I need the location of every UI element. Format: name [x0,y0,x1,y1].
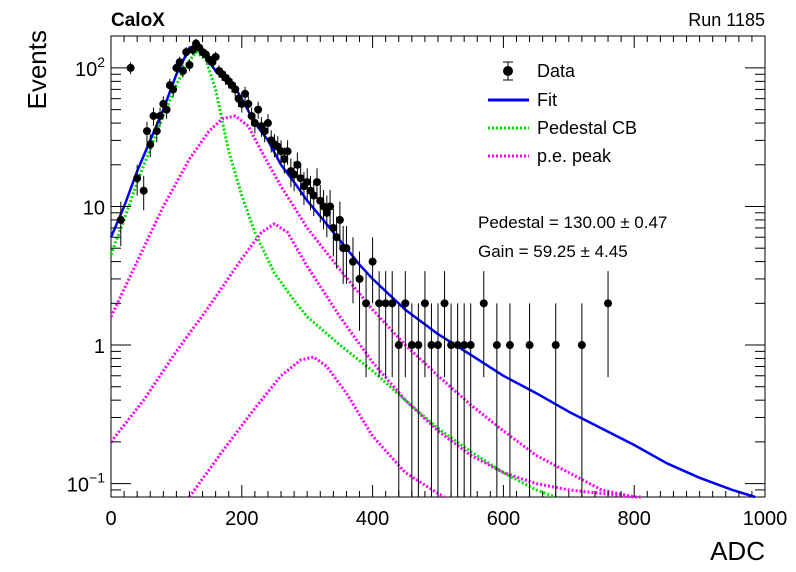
x-tick-label: 0 [105,508,116,530]
data-point [152,127,161,136]
curve-p-e-peak-3 [188,355,446,499]
data-point [313,178,322,187]
data-point [375,299,384,308]
data-point [211,52,220,61]
data-point [447,341,456,350]
data-point [326,202,335,211]
data-point [604,299,613,308]
data-point [247,111,256,120]
x-tick-label: 200 [225,508,258,530]
data-point [263,119,272,128]
data-point [492,341,501,350]
data-point [182,48,191,57]
y-axis-label: Events [22,30,52,110]
data-point [368,257,377,266]
data-point [178,67,187,76]
data-point [329,223,338,232]
data-point [142,127,151,136]
data-point [407,341,416,350]
data-point [551,341,560,350]
legend-marker-data [503,66,513,76]
data-point [149,111,158,120]
data-point [342,244,351,253]
data-point [401,299,410,308]
y-tick-label: 10−1 [67,470,105,497]
data-point [162,105,171,114]
y-tick-label: 102 [75,54,105,81]
annotation-pedestal: Pedestal = 130.00 ± 0.47 [478,213,667,232]
data-point [169,85,178,94]
data-point [355,274,364,283]
data-point [388,299,397,308]
data-point [362,299,371,308]
legend-label-pedestal: Pedestal CB [537,118,637,138]
x-tick-label: 800 [618,508,651,530]
data-point [290,170,299,179]
data-point [348,257,357,266]
data-point [241,89,250,98]
data-point [296,174,305,183]
data-point [414,341,423,350]
data-point [319,202,328,211]
legend-entry-fit: Fit [488,90,557,110]
data-point [434,341,442,350]
legend-label-fit: Fit [537,90,557,110]
data-point [525,341,534,350]
data-point [381,299,390,308]
data-point [156,111,165,120]
curve-pedestal-cb [109,50,557,499]
data-point [332,233,341,242]
header-left: CaloX [111,10,165,31]
data-point [309,191,318,200]
data-point [237,99,246,108]
data-point [277,147,286,156]
data-point [577,341,586,350]
header-right: Run 1185 [688,10,765,30]
data-point [303,178,312,187]
data-point [420,299,429,308]
data-point [479,299,488,308]
y-tick-label: 1 [94,336,105,358]
data-point [283,147,292,156]
data-point [335,215,344,224]
annotation-gain: Gain = 59.25 ± 4.45 [478,242,628,261]
data-point [188,45,197,54]
data-points [116,38,613,497]
data-point [466,341,475,350]
data-point [175,58,184,67]
data-point [139,186,148,195]
data-point [394,341,403,350]
data-point [244,99,253,108]
x-tick-label: 600 [487,508,520,530]
data-point [440,299,449,308]
x-axis-label: ADC [710,536,765,566]
data-point [293,160,302,169]
x-tick-label: 1000 [743,508,788,530]
data-point [146,140,155,149]
data-point [250,119,259,128]
data-point [453,341,462,350]
legend-entry-pedestal: Pedestal CB [488,118,637,138]
curve-p-e-peak-1 [109,114,641,499]
data-point [260,127,269,136]
legend-entry-pe-peak: p.e. peak [488,146,612,166]
curve-p-e-peak-2 [109,222,635,499]
y-tick-label: 10 [83,197,105,219]
data-point [185,60,194,69]
legend-entry-data: Data [503,61,576,81]
data-point [280,155,289,164]
data-point [322,208,331,217]
data-point [460,341,469,350]
legend-label-pe-peak: p.e. peak [537,146,612,166]
legend: Data Fit Pedestal CB p.e. peak [488,61,637,166]
data-point [505,341,514,350]
data-point [254,105,263,114]
data-point [427,341,436,350]
x-tick-label: 400 [356,508,389,530]
data-point [133,174,142,183]
legend-label-data: Data [537,61,576,81]
data-point [231,85,240,94]
